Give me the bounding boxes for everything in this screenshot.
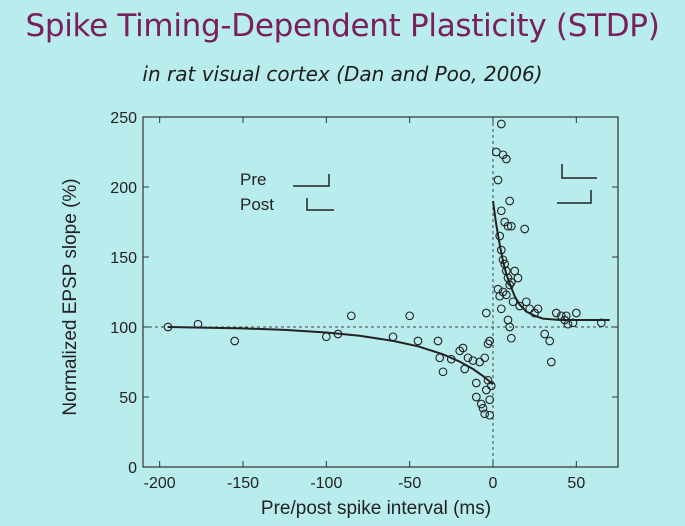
data-point xyxy=(496,304,506,314)
x-tick-label: 0 xyxy=(489,475,498,492)
data-point xyxy=(501,290,511,300)
slide-subtitle: in rat visual cortex (Dan and Poo, 2006) xyxy=(142,62,543,86)
data-point xyxy=(413,336,423,346)
x-tick-label: -200 xyxy=(144,475,176,492)
data-point xyxy=(163,322,173,332)
data-point xyxy=(515,301,525,311)
data-point xyxy=(521,297,531,307)
data-point xyxy=(435,353,445,363)
y-tick-label: 0 xyxy=(128,460,137,477)
data-point xyxy=(388,332,398,342)
data-point xyxy=(446,354,456,364)
data-point xyxy=(496,119,506,129)
data-point xyxy=(496,245,506,255)
data-point xyxy=(321,332,331,342)
x-tick-label: -50 xyxy=(398,475,421,492)
data-point xyxy=(568,318,578,328)
data-point xyxy=(468,356,478,365)
data-point xyxy=(471,378,481,388)
y-tick-label: 100 xyxy=(110,320,137,337)
data-point xyxy=(405,311,415,321)
data-point xyxy=(498,255,508,265)
data-point xyxy=(510,266,520,276)
data-point xyxy=(333,329,343,339)
data-point xyxy=(596,318,606,328)
data-point xyxy=(508,297,518,307)
data-point xyxy=(506,221,516,231)
data-point xyxy=(433,336,443,346)
data-point xyxy=(506,277,516,287)
data-point xyxy=(480,353,490,363)
inset-pre-label: Pre xyxy=(240,170,266,189)
data-point xyxy=(493,175,503,185)
data-point xyxy=(485,410,495,420)
data-point xyxy=(551,308,561,318)
data-point xyxy=(475,357,485,367)
ltp-fit-curve xyxy=(492,200,610,321)
data-point xyxy=(193,319,203,329)
data-point xyxy=(478,403,488,413)
y-tick-label: 200 xyxy=(110,180,137,197)
inset-pre-spike-right xyxy=(561,164,597,179)
plot-frame xyxy=(142,116,619,468)
data-point xyxy=(463,353,473,363)
data-point xyxy=(481,308,491,318)
data-point xyxy=(520,224,530,234)
data-point xyxy=(513,273,523,283)
inset-pre-spike-left xyxy=(293,174,330,187)
data-point xyxy=(561,311,571,321)
data-point xyxy=(458,343,468,353)
x-tick-label: -100 xyxy=(310,475,342,492)
data-point xyxy=(485,395,495,405)
data-point xyxy=(346,311,356,321)
data-point xyxy=(501,154,511,164)
inset-post-spike-left xyxy=(306,198,334,211)
inset-post-spike-right xyxy=(557,190,592,204)
y-tick-label: 150 xyxy=(110,250,137,267)
data-point xyxy=(540,329,550,339)
axis-ticks: -200 -150 -100 -50 0 50 0 50 100 150 200 250 xyxy=(110,110,618,492)
data-point xyxy=(505,196,515,206)
data-point xyxy=(495,231,505,241)
data-point xyxy=(503,221,513,231)
x-tick-label: 50 xyxy=(567,475,585,492)
data-point xyxy=(563,319,573,329)
spike-timing-inset: Pre Post xyxy=(240,164,597,214)
data-point xyxy=(481,385,491,395)
x-tick-label: -150 xyxy=(227,475,259,492)
data-point xyxy=(476,399,486,409)
data-point xyxy=(533,304,543,314)
data-point xyxy=(438,367,448,377)
data-point xyxy=(486,381,496,391)
data-point xyxy=(230,336,240,346)
fit-curves xyxy=(167,200,610,386)
ltd-fit-curve xyxy=(167,326,494,386)
data-point xyxy=(496,206,506,216)
data-point xyxy=(480,409,490,419)
y-tick-label: 50 xyxy=(119,390,137,407)
x-axis-label: Pre/post spike interval (ms) xyxy=(261,498,491,519)
data-point xyxy=(505,322,515,332)
data-point xyxy=(506,333,516,343)
y-tick-label: 250 xyxy=(110,110,137,127)
data-point xyxy=(460,364,470,374)
y-axis-label: Normalized EPSP slope (%) xyxy=(60,178,81,415)
data-point xyxy=(546,357,556,367)
data-point xyxy=(485,336,495,346)
data-point xyxy=(471,392,481,402)
data-point xyxy=(545,336,555,346)
data-point xyxy=(525,304,535,314)
slide-title: Spike Timing-Dependent Plasticity (STDP) xyxy=(25,8,660,44)
inset-post-label: Post xyxy=(240,195,274,214)
data-points xyxy=(163,119,606,420)
data-point xyxy=(503,315,513,325)
data-point xyxy=(571,308,581,318)
plot-border xyxy=(142,116,619,468)
reference-lines xyxy=(143,117,618,467)
